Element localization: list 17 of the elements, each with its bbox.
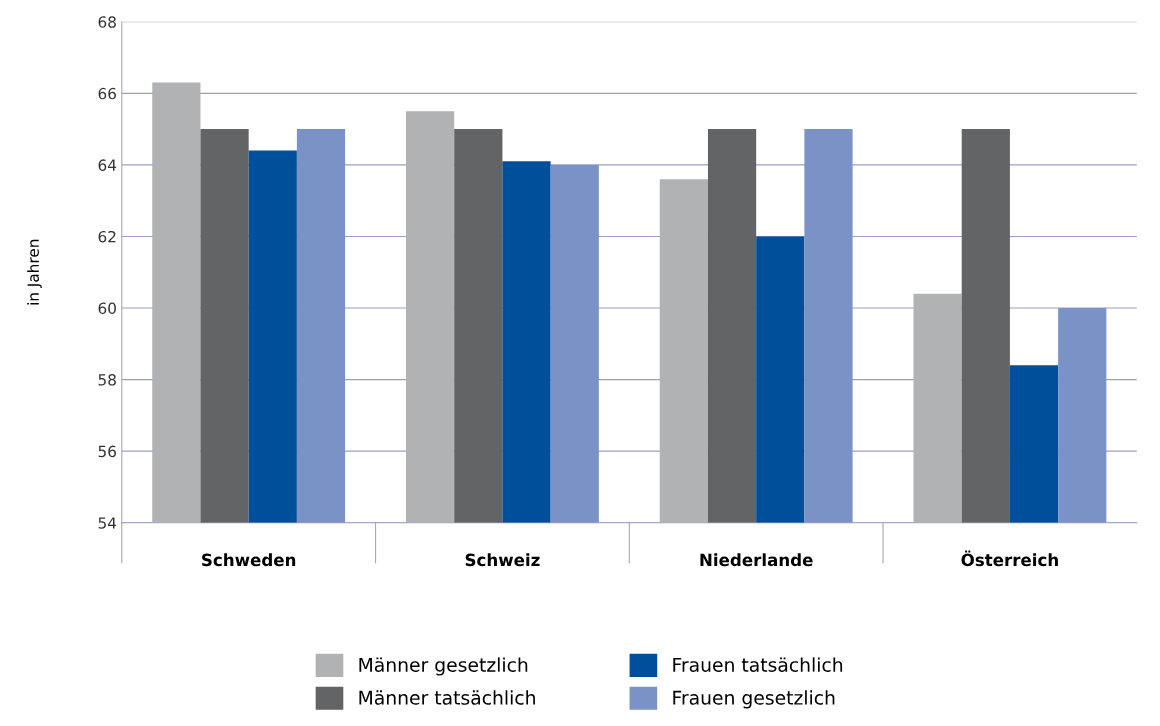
x-tick-label: Niederlande [700, 553, 813, 567]
legend-label: Männer tatsächlich [359, 690, 535, 705]
y-tick-label: 66 [98, 87, 116, 100]
x-tick-label: Österreich [961, 550, 1058, 567]
y-tick-label: 54 [98, 517, 117, 529]
y-tick-label: 64 [98, 159, 117, 171]
y-axis-title: in Jahren [27, 239, 42, 305]
x-tick-label: Schweden [202, 553, 296, 567]
legend-label: Frauen tatsächlich [673, 657, 843, 672]
y-tick-label: 60 [98, 302, 116, 315]
y-tick-label: 56 [98, 445, 116, 458]
y-tick-label: 68 [98, 16, 116, 28]
legend-label: Männer gesetzlich [359, 657, 528, 676]
y-tick-label: 62 [98, 230, 116, 243]
legend-label: Frauen gesetzlich [673, 690, 835, 709]
y-tick-label: 58 [98, 374, 116, 386]
x-tick-label: Schweiz [465, 553, 540, 567]
